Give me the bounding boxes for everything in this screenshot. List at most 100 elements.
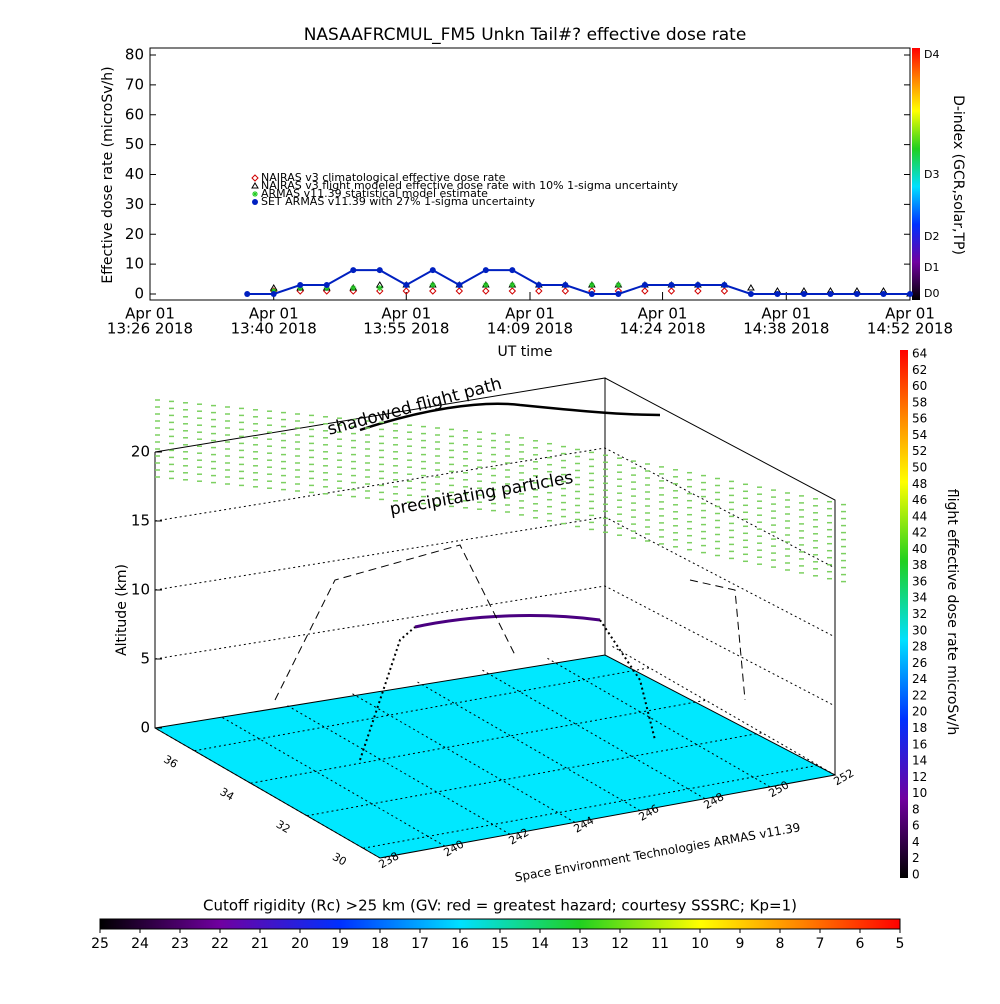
z-tick-label: 15 bbox=[131, 512, 150, 530]
y-tick-label: 20 bbox=[125, 225, 144, 243]
dose-tick-label: 54 bbox=[912, 428, 927, 442]
d-index-tick: D1 bbox=[924, 261, 939, 274]
dose-tick-label: 26 bbox=[912, 656, 927, 670]
flight-path bbox=[359, 402, 661, 432]
lon-grid bbox=[349, 691, 576, 823]
chart-title: NASAAFRCMUL_FM5 Unkn Tail#? effective do… bbox=[304, 25, 747, 45]
x-tick-label: Apr 01 bbox=[381, 305, 431, 323]
d-index-tick: D0 bbox=[924, 287, 939, 300]
x-tick-label: 14:09 2018 bbox=[487, 320, 573, 338]
dose-tick-label: 42 bbox=[912, 526, 927, 540]
dose-tick-label: 48 bbox=[912, 477, 927, 491]
dose-tick-label: 30 bbox=[912, 623, 927, 637]
dose-tick-label: 64 bbox=[912, 347, 927, 361]
marker bbox=[694, 282, 701, 289]
marker bbox=[350, 267, 357, 274]
rc-tick-label: 22 bbox=[211, 936, 229, 952]
dose-tick-label: 0 bbox=[912, 868, 920, 882]
rc-tick-label: 14 bbox=[531, 936, 549, 952]
rc-tick-label: 5 bbox=[896, 936, 905, 952]
lat-tick-label: 30 bbox=[330, 850, 349, 868]
marker bbox=[251, 174, 259, 182]
rc-tick-label: 8 bbox=[776, 936, 785, 952]
dose-tick-label: 56 bbox=[912, 412, 927, 426]
marker bbox=[244, 291, 251, 297]
x-tick-label: Apr 01 bbox=[249, 305, 299, 323]
marker bbox=[641, 287, 649, 295]
d-index-label: D-index (GCR,solar,TP) bbox=[950, 95, 966, 255]
d-index-tick: D4 bbox=[924, 48, 939, 61]
legend-entry: NAIRAS v3 flight modeled effective dose … bbox=[261, 179, 678, 192]
x-tick-label: Apr 01 bbox=[885, 305, 935, 323]
rc-tick-label: 7 bbox=[816, 936, 825, 952]
marker bbox=[323, 282, 330, 289]
marker bbox=[429, 287, 437, 295]
marker bbox=[853, 291, 860, 297]
rc-tick-label: 17 bbox=[411, 936, 429, 952]
marker bbox=[455, 287, 464, 295]
marker bbox=[615, 282, 622, 289]
dose-tick-label: 52 bbox=[912, 444, 927, 458]
marker bbox=[615, 291, 622, 297]
x-tick-label: Apr 01 bbox=[638, 305, 688, 323]
marker bbox=[456, 282, 463, 289]
dose-tick-label: 20 bbox=[912, 705, 927, 719]
marker bbox=[668, 282, 675, 289]
grid3d bbox=[154, 447, 836, 707]
ground-track bbox=[274, 544, 746, 701]
lat-grid bbox=[194, 667, 650, 752]
y-tick-label: 30 bbox=[125, 195, 144, 213]
marker bbox=[482, 287, 490, 295]
x-tick-label: 13:26 2018 bbox=[107, 320, 193, 338]
dose-tick-label: 22 bbox=[912, 688, 927, 702]
rc-tick-label: 18 bbox=[371, 936, 389, 952]
marker bbox=[535, 287, 543, 295]
shadow-path bbox=[414, 614, 601, 629]
x-tick-label: 14:24 2018 bbox=[619, 320, 705, 338]
marker bbox=[270, 291, 277, 297]
marker bbox=[252, 191, 258, 197]
dose-tick-label: 34 bbox=[912, 591, 927, 605]
marker bbox=[429, 282, 436, 289]
legend-entry: SET ARMAS v11.39 with 27% 1-sigma uncert… bbox=[261, 195, 535, 208]
marker bbox=[350, 285, 357, 292]
marker bbox=[747, 284, 755, 291]
series-line bbox=[247, 268, 910, 295]
marker bbox=[588, 282, 595, 289]
rc-tick-label: 11 bbox=[651, 936, 669, 952]
rc-tick-label: 24 bbox=[131, 936, 149, 952]
z-tick-label: 5 bbox=[140, 650, 150, 668]
marker bbox=[508, 287, 517, 295]
y-tick-label: 60 bbox=[125, 105, 144, 123]
rc-tick-label: 20 bbox=[291, 936, 309, 952]
dose-tick-label: 28 bbox=[912, 640, 927, 654]
marker bbox=[774, 291, 781, 297]
rc-tick-label: 9 bbox=[736, 936, 745, 952]
x-tick-label: 14:52 2018 bbox=[867, 320, 953, 338]
marker bbox=[694, 287, 702, 295]
annotation: precipitating particles bbox=[388, 468, 575, 520]
z-tick-label: 0 bbox=[140, 719, 150, 737]
marker bbox=[429, 267, 436, 274]
dose-tick-label: 4 bbox=[912, 835, 920, 849]
d-index-tick: D2 bbox=[924, 230, 939, 243]
marker bbox=[509, 267, 516, 274]
marker bbox=[721, 282, 728, 289]
marker bbox=[588, 291, 595, 297]
dose-tick-label: 62 bbox=[912, 363, 927, 377]
dose-tick-label: 10 bbox=[912, 786, 927, 800]
x-tick-label: Apr 01 bbox=[125, 305, 175, 323]
y-tick-label: 10 bbox=[125, 255, 144, 273]
marker bbox=[800, 291, 807, 297]
marker bbox=[747, 291, 754, 297]
lon-grid bbox=[154, 727, 381, 859]
lon-grid bbox=[284, 703, 511, 835]
marker bbox=[482, 267, 489, 274]
rc-tick-label: 10 bbox=[691, 936, 709, 952]
marker bbox=[251, 182, 259, 189]
z-tick-label: 20 bbox=[131, 443, 150, 461]
dose-tick-label: 40 bbox=[912, 542, 927, 556]
altitude-label: Altitude (km) bbox=[114, 564, 130, 656]
x-tick-label: 13:55 2018 bbox=[363, 320, 449, 338]
